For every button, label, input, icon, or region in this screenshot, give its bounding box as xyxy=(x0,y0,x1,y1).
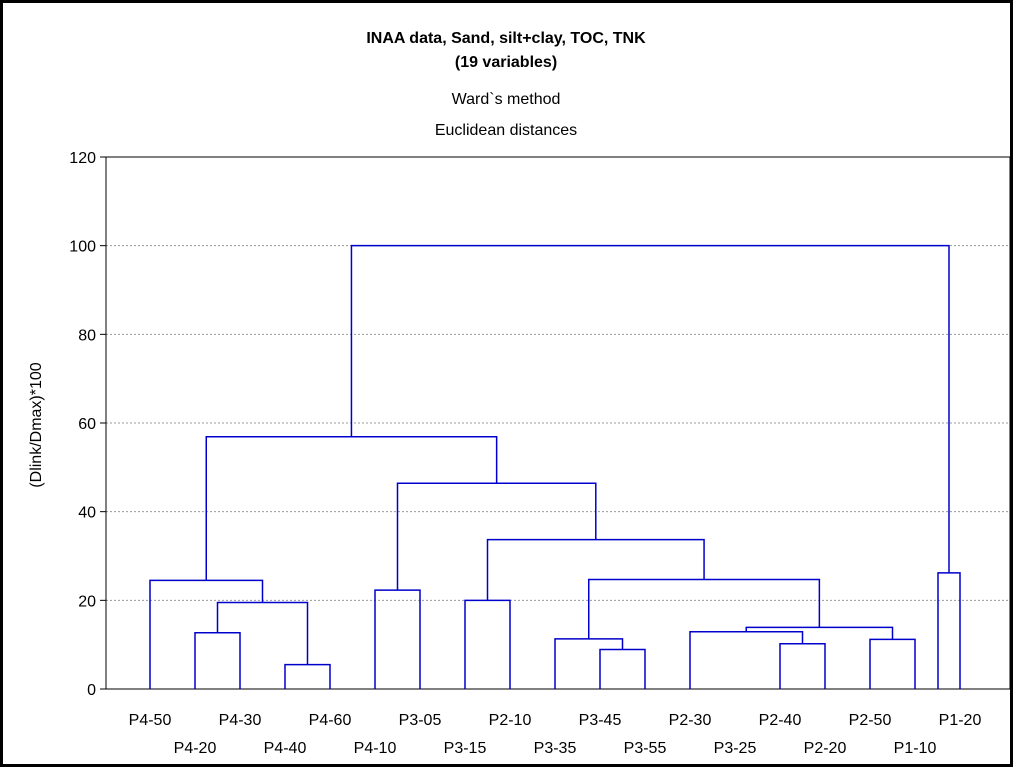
leaf-label-p3-35: P3-35 xyxy=(534,740,577,757)
y-tick-label-3: 60 xyxy=(78,416,96,433)
leaf-label-p4-60: P4-60 xyxy=(309,712,352,729)
leaf-label-p1-20: P1-20 xyxy=(939,712,982,729)
dendrogram-link-16 xyxy=(205,435,498,581)
leaf-labels: P4-50P4-20P4-30P4-40P4-60P4-10P3-05P3-15… xyxy=(129,712,982,757)
dendrogram-link-14 xyxy=(486,538,705,601)
chart-subtitle-distance: Euclidean distances xyxy=(435,122,577,139)
leaf-label-p2-40: P2-40 xyxy=(759,712,802,729)
dendrogram-link-9 xyxy=(779,643,826,689)
leaf-label-p3-15: P3-15 xyxy=(444,740,487,757)
y-tick-label-1: 20 xyxy=(78,593,96,610)
dendrogram-link-2 xyxy=(194,631,241,689)
dendrogram-link-13 xyxy=(588,578,821,639)
y-axis-ticks: 0 20 40 60 80 100 120 xyxy=(69,150,106,699)
leaf-label-p4-30: P4-30 xyxy=(219,712,262,729)
dendrogram-link-4 xyxy=(149,579,264,689)
dendrogram-link-15 xyxy=(396,482,597,591)
y-tick-label-6: 120 xyxy=(69,150,96,167)
dendrogram-chart: INAA data, Sand, silt+clay, TOC, TNK (19… xyxy=(28,30,1010,757)
dendrogram-link-12 xyxy=(745,626,894,640)
leaf-label-p2-10: P2-10 xyxy=(489,712,532,729)
leaf-label-p2-50: P2-50 xyxy=(849,712,892,729)
leaf-label-p3-45: P3-45 xyxy=(579,712,622,729)
dendrogram-link-8 xyxy=(554,638,624,689)
leaf-label-p4-10: P4-10 xyxy=(354,740,397,757)
leaf-label-p3-25: P3-25 xyxy=(714,740,757,757)
leaf-label-p2-30: P2-30 xyxy=(669,712,712,729)
grid-lines xyxy=(106,245,1010,601)
dendrogram-links xyxy=(149,244,961,689)
dendrogram-link-18 xyxy=(350,244,950,573)
leaf-label-p1-10: P1-10 xyxy=(894,740,937,757)
dendrogram-link-5 xyxy=(374,589,421,689)
chart-title-line1: INAA data, Sand, silt+clay, TOC, TNK xyxy=(366,30,646,47)
leaf-label-p4-50: P4-50 xyxy=(129,712,172,729)
dendrogram-link-3 xyxy=(216,601,309,665)
dendrogram-link-7 xyxy=(599,648,646,689)
leaf-label-p4-20: P4-20 xyxy=(174,740,217,757)
chart-title-line2: (19 variables) xyxy=(455,54,557,71)
y-axis-label: (Dlink/Dmax)*100 xyxy=(28,362,45,487)
dendrogram-link-11 xyxy=(689,631,804,689)
dendrogram-link-6 xyxy=(464,599,511,689)
leaf-label-p3-05: P3-05 xyxy=(399,712,442,729)
leaf-label-p4-40: P4-40 xyxy=(264,740,307,757)
y-tick-label-4: 80 xyxy=(78,327,96,344)
leaf-label-p3-55: P3-55 xyxy=(624,740,667,757)
dendrogram-link-17 xyxy=(937,572,961,689)
dendrogram-link-10 xyxy=(869,638,916,689)
y-tick-label-0: 0 xyxy=(87,682,96,699)
y-tick-label-2: 40 xyxy=(78,505,96,522)
y-tick-label-5: 100 xyxy=(69,239,96,256)
dendrogram-link-1 xyxy=(284,663,331,689)
chart-subtitle-method: Ward`s method xyxy=(452,91,561,108)
leaf-label-p2-20: P2-20 xyxy=(804,740,847,757)
